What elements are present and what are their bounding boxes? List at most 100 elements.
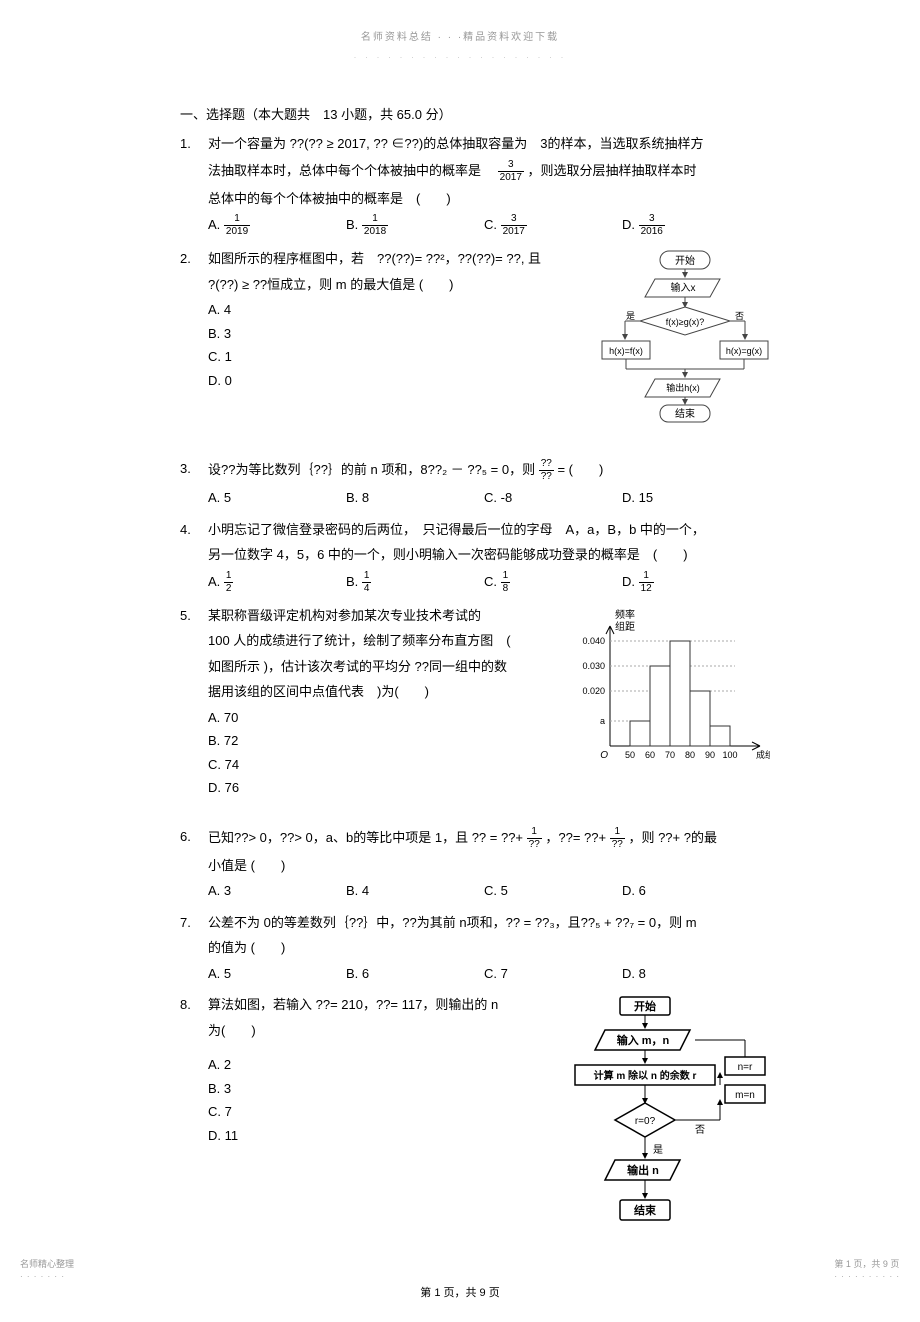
problem-text: 小明忘记了微信登录密码的后两位， 只记得最后一位的字母 A，a，B，b 中的一个… bbox=[208, 520, 760, 540]
option-b: B. 12018 bbox=[346, 214, 484, 237]
problem-text: ?(??) ≥ ??恒成立，则 m 的最大值是 ( ) bbox=[208, 275, 580, 295]
text-fragment: ，则 ??+ ?的最 bbox=[628, 829, 717, 844]
svg-text:开始: 开始 bbox=[634, 999, 656, 1013]
option-a: A. 70 bbox=[208, 708, 550, 728]
option-d: D. 112 bbox=[622, 571, 760, 594]
options-stack: A. 70 B. 72 C. 74 D. 76 bbox=[208, 708, 550, 798]
svg-text:输入x: 输入x bbox=[671, 281, 696, 294]
text-fragment: 法抽取样本时，总体中每个个体被抽中的概率是 bbox=[208, 162, 494, 177]
option-c: C. -8 bbox=[484, 488, 622, 508]
svg-text:r=0?: r=0? bbox=[635, 1116, 656, 1127]
svg-text:是: 是 bbox=[653, 1144, 663, 1156]
svg-text:h(x)=f(x): h(x)=f(x) bbox=[609, 346, 643, 356]
fraction: 32017 bbox=[498, 160, 524, 183]
problem-text: 已知??> 0，??> 0，a、b的等比中项是 1，且 ?? = ??+ 1??… bbox=[208, 827, 760, 850]
problem-number: 2. bbox=[180, 249, 208, 429]
option-d: D. 11 bbox=[208, 1126, 550, 1146]
problem-6: 6. 已知??> 0，??> 0，a、b的等比中项是 1，且 ?? = ??+ … bbox=[180, 827, 760, 901]
options-stack: A. 4 B. 3 C. 1 D. 0 bbox=[208, 300, 580, 390]
footer-left: 名师精心整理 · · · · · · · bbox=[20, 1258, 74, 1284]
option-d: D. 32016 bbox=[622, 214, 760, 237]
option-c: C. 74 bbox=[208, 755, 550, 775]
problem-text: 小值是 ( ) bbox=[208, 856, 760, 876]
option-a: A. 12 bbox=[208, 571, 346, 594]
problem-3: 3. 设??为等比数列｛??｝的前 n 项和，8??₂ － ??₅ = 0，则 … bbox=[180, 459, 760, 508]
option-c: C. 32017 bbox=[484, 214, 622, 237]
text-fragment: = ( ) bbox=[557, 462, 603, 477]
problem-8: 8. 算法如图，若输入 ??= 210，??= 117，则输出的 n 为( ) … bbox=[180, 995, 760, 1235]
option-b: B. 14 bbox=[346, 571, 484, 594]
svg-text:m=n: m=n bbox=[735, 1090, 755, 1101]
option-a: A. 5 bbox=[208, 488, 346, 508]
problem-text: 据用该组的区间中点值代表 )为( ) bbox=[208, 682, 550, 702]
svg-text:输出 n: 输出 n bbox=[627, 1163, 659, 1177]
svg-text:计算 m 除以 n 的余数 r: 计算 m 除以 n 的余数 r bbox=[594, 1069, 697, 1082]
svg-text:0.030: 0.030 bbox=[582, 661, 605, 671]
option-d: D. 15 bbox=[622, 488, 760, 508]
problem-1: 1. 对一个容量为 ??(?? ≥ 2017, ?? ∈??)的总体抽取容量为 … bbox=[180, 134, 760, 237]
problem-4: 4. 小明忘记了微信登录密码的后两位， 只记得最后一位的字母 A，a，B，b 中… bbox=[180, 520, 760, 594]
option-c: C. 1 bbox=[208, 347, 580, 367]
option-b: B. 8 bbox=[346, 488, 484, 508]
problem-text: 另一位数字 4，5，6 中的一个，则小明输入一次密码能够成功登录的概率是 ( ) bbox=[208, 545, 760, 565]
problem-text: 公差不为 0的等差数列｛??｝中，??为其前 n项和，?? = ??₃，且??₅… bbox=[208, 913, 760, 933]
option-c: C. 5 bbox=[484, 881, 622, 901]
problem-5: 5. 某职称晋级评定机构对参加某次专业技术考试的 100 人的成绩进行了统计，绘… bbox=[180, 606, 760, 802]
option-a: A. 2 bbox=[208, 1055, 550, 1075]
problem-text: 100 人的成绩进行了统计，绘制了频率分布直方图 ( bbox=[208, 631, 550, 651]
option-d: D. 0 bbox=[208, 371, 580, 391]
svg-text:0.020: 0.020 bbox=[582, 686, 605, 696]
option-a: A. 4 bbox=[208, 300, 580, 320]
svg-text:100: 100 bbox=[722, 750, 737, 760]
problem-text: 设??为等比数列｛??｝的前 n 项和，8??₂ － ??₅ = 0，则 ???… bbox=[208, 459, 760, 482]
flowchart-diagram: 开始 输入x f(x)≥g(x)? 是 否 h(x)=f(x) bbox=[600, 249, 770, 430]
option-b: B. 3 bbox=[208, 1079, 550, 1099]
problem-text: 对一个容量为 ??(?? ≥ 2017, ?? ∈??)的总体抽取容量为 3的样… bbox=[208, 134, 760, 154]
header-dots: · · · · · · · · · · · · · · · · · · · bbox=[20, 51, 900, 65]
options-row: A. 12019 B. 12018 C. 32017 D. 32016 bbox=[208, 214, 760, 237]
flowchart-diagram: 开始 输入 m，n 计算 m 除以 n 的余数 r r=0? 否 bbox=[565, 995, 770, 1236]
problem-text: 的值为 ( ) bbox=[208, 938, 760, 958]
option-d: D. 76 bbox=[208, 778, 550, 798]
svg-text:90: 90 bbox=[705, 750, 715, 760]
page-number: 第 1 页，共 9 页 bbox=[20, 1285, 900, 1322]
problem-text: 总体中的每个个体被抽中的概率是 ( ) bbox=[208, 189, 760, 209]
problem-number: 4. bbox=[180, 520, 208, 594]
options-row: A. 5 B. 6 C. 7 D. 8 bbox=[208, 964, 760, 984]
options-stack: A. 2 B. 3 C. 7 D. 11 bbox=[208, 1055, 550, 1145]
svg-text:输入 m，n: 输入 m，n bbox=[617, 1033, 670, 1047]
svg-text:h(x)=g(x): h(x)=g(x) bbox=[726, 346, 762, 356]
option-a: A. 3 bbox=[208, 881, 346, 901]
text-fragment: ，则选取分层抽样抽取样本时 bbox=[528, 162, 697, 177]
svg-text:0.040: 0.040 bbox=[582, 636, 605, 646]
svg-text:输出h(x): 输出h(x) bbox=[666, 382, 700, 393]
footer-right: 第 1 页，共 9 页 · · · · · · · · · · bbox=[834, 1258, 900, 1284]
svg-text:n=r: n=r bbox=[738, 1062, 753, 1073]
option-c: C. 7 bbox=[484, 964, 622, 984]
problem-text: 如图所示 )，估计该次考试的平均分 ??同一组中的数 bbox=[208, 657, 550, 677]
problem-text: 算法如图，若输入 ??= 210，??= 117，则输出的 n bbox=[208, 995, 550, 1015]
svg-text:开始: 开始 bbox=[675, 254, 695, 267]
options-row: A. 12 B. 14 C. 18 D. 112 bbox=[208, 571, 760, 594]
problem-text: 法抽取样本时，总体中每个个体被抽中的概率是 32017 ，则选取分层抽样抽取样本… bbox=[208, 160, 760, 183]
svg-text:是: 是 bbox=[626, 311, 635, 321]
svg-text:结束: 结束 bbox=[675, 407, 695, 420]
svg-text:否: 否 bbox=[735, 311, 744, 321]
option-d: D. 8 bbox=[622, 964, 760, 984]
fraction: 1?? bbox=[527, 827, 542, 850]
svg-text:a: a bbox=[600, 716, 605, 726]
svg-text:f(x)≥g(x)?: f(x)≥g(x)? bbox=[666, 317, 704, 327]
svg-text:O: O bbox=[600, 750, 608, 761]
svg-text:结束: 结束 bbox=[633, 1203, 657, 1217]
problem-text: 某职称晋级评定机构对参加某次专业技术考试的 bbox=[208, 606, 550, 626]
problem-text: 为( ) bbox=[208, 1021, 550, 1041]
option-d: D. 6 bbox=[622, 881, 760, 901]
option-c: C. 7 bbox=[208, 1102, 550, 1122]
problem-number: 8. bbox=[180, 995, 208, 1235]
fraction: ???? bbox=[539, 459, 554, 482]
svg-text:成绩: 成绩 bbox=[756, 749, 770, 760]
histogram-chart: 频率 组距 0.040 0.030 0.020 a bbox=[570, 606, 770, 772]
svg-text:60: 60 bbox=[645, 750, 655, 760]
option-a: A. 5 bbox=[208, 964, 346, 984]
text-fragment: 已知??> 0，??> 0，a、b的等比中项是 1，且 ?? = ??+ bbox=[208, 829, 527, 844]
